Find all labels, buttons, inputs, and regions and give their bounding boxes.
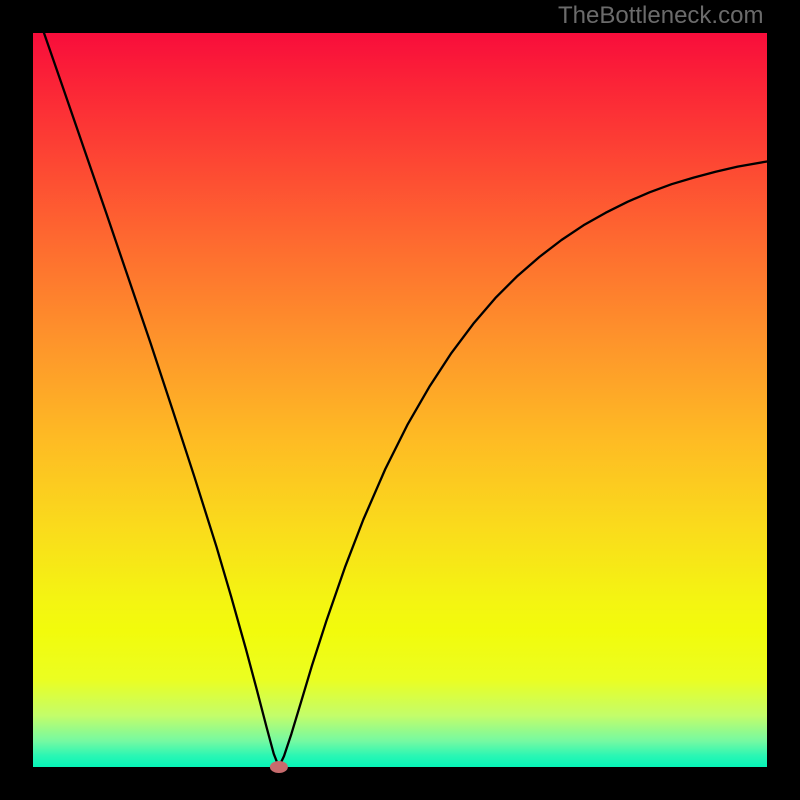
chart-stage: TheBottleneck.com	[0, 0, 800, 800]
watermark-text: TheBottleneck.com	[558, 2, 763, 30]
plot-background	[33, 33, 767, 767]
bottleneck-chart	[0, 0, 800, 800]
vertex-marker	[270, 761, 288, 773]
